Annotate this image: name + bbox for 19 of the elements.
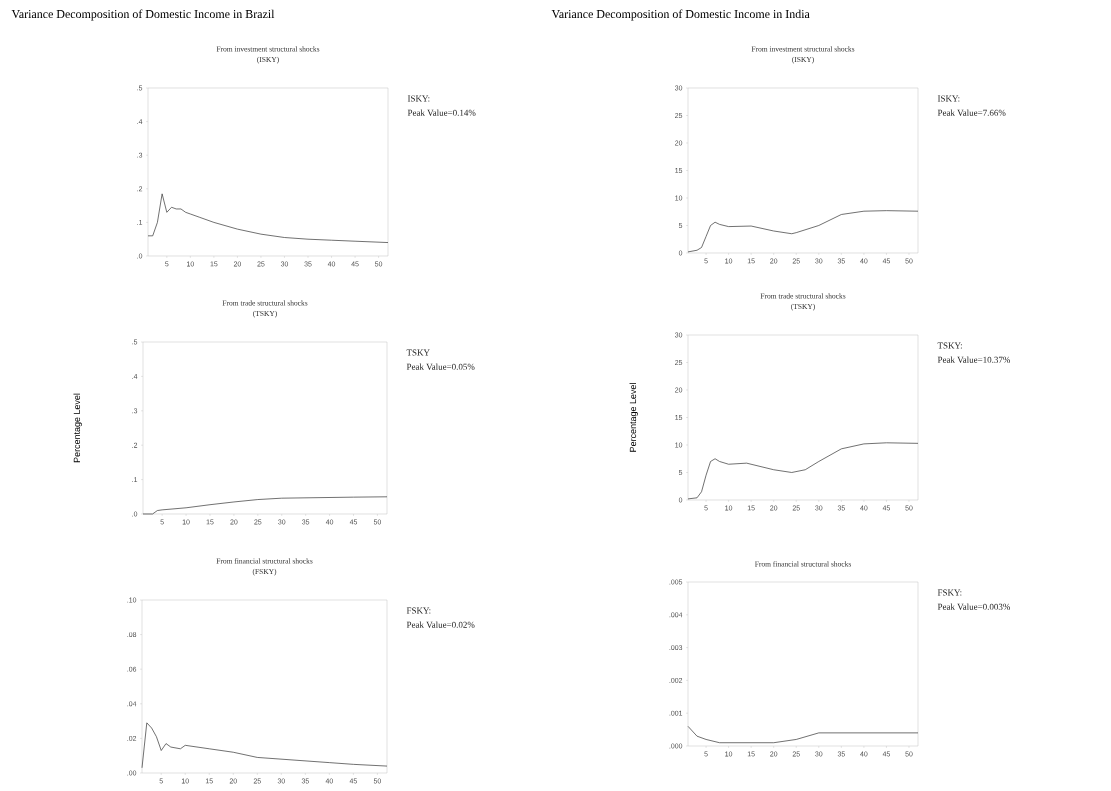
line-series [687,210,919,253]
text: Peak Value=0.05% [406,363,475,370]
y-axis-title: Percentage Level [73,393,82,463]
text: TSKY [406,349,430,356]
text: Peak Value=0.14% [407,109,476,116]
text: ISKY: [407,95,430,102]
text: FSKY: [937,589,962,596]
line-series [687,442,919,500]
line-series [147,193,389,243]
text: Peak Value=0.02% [406,621,475,628]
y-axis-title: Percentage Level [629,383,638,452]
text: TSKY: [937,342,962,349]
text: ISKY: [937,95,960,102]
text: Variance Decomposition of Domestic Income in India [551,9,810,21]
text: Variance Decomposition of Domestic Income in Brazil [11,9,275,21]
text: Peak Value=10.37% [937,356,1011,363]
text: Peak Value=0.003% [937,603,1011,610]
text: Peak Value=7.66% [937,109,1006,116]
text: FSKY: [406,607,431,614]
